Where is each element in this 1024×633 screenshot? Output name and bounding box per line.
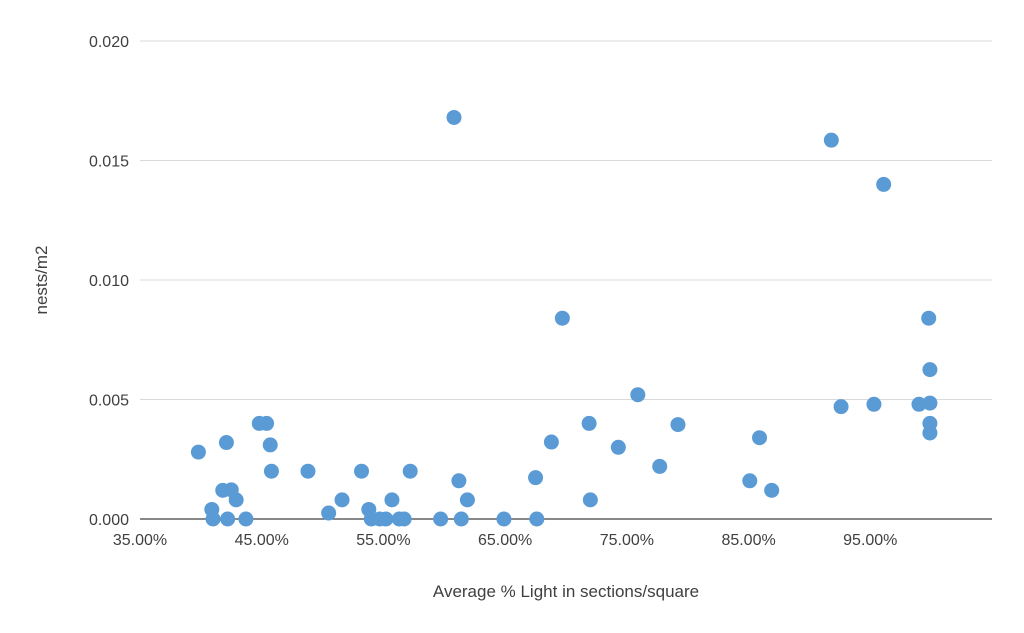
data-point [922,362,938,378]
x-axis-title: Average % Light in sections/square [433,582,699,601]
data-point [911,396,927,412]
data-point [446,109,462,125]
x-tick-label: 85.00% [721,532,775,549]
data-point [259,415,275,431]
data-point [354,463,370,479]
data-point [459,492,475,508]
data-point [630,387,646,403]
data-point [384,492,400,508]
data-point [581,415,597,431]
x-tick-label: 55.00% [356,532,410,549]
data-point [866,396,882,412]
x-tick-label: 75.00% [600,532,654,549]
data-point [764,482,780,498]
data-point [402,463,418,479]
data-point [190,444,206,460]
data-point [334,492,350,508]
x-tick-label: 95.00% [843,532,897,549]
y-tick-label: 0.020 [89,34,129,51]
data-point [582,492,598,508]
data-point [742,473,758,489]
data-point [453,511,469,527]
y-tick-label: 0.000 [89,512,129,529]
data-point [205,511,221,527]
data-point [610,439,626,455]
data-point [451,473,467,489]
data-point [300,463,316,479]
data-point [220,511,236,527]
data-point [652,458,668,474]
data-point [263,463,279,479]
data-point [496,511,512,527]
data-point [238,511,254,527]
y-axis-title: nests/m2 [32,246,51,315]
data-point [528,470,544,486]
x-tick-label: 35.00% [113,532,167,549]
data-point [554,310,570,326]
data-point [922,425,938,441]
data-point [396,511,412,527]
data-point [529,511,545,527]
x-axis-ticks: 35.00% 45.00% 55.00% 65.00% 75.00% 85.00% 95.0… [113,532,898,549]
gridlines [140,40,992,400]
x-tick-label: 65.00% [478,532,532,549]
data-point [922,395,938,411]
data-point [823,132,839,148]
data-point [921,310,937,326]
data-point [218,435,234,451]
data-point [433,511,449,527]
data-point [262,437,278,453]
data-point [833,399,849,415]
data-point [752,430,768,446]
y-tick-label: 0.015 [89,154,129,171]
y-tick-label: 0.010 [89,273,129,290]
data-point [378,511,394,527]
data-point [876,176,892,192]
data-point [321,505,337,521]
y-tick-label: 0.005 [89,393,129,410]
data-point [670,417,686,433]
x-tick-label: 45.00% [235,532,289,549]
data-points [190,109,938,527]
data-point [228,492,244,508]
data-point [543,434,559,450]
y-axis-ticks: 0.000 0.005 0.010 0.015 0.020 [89,34,129,529]
